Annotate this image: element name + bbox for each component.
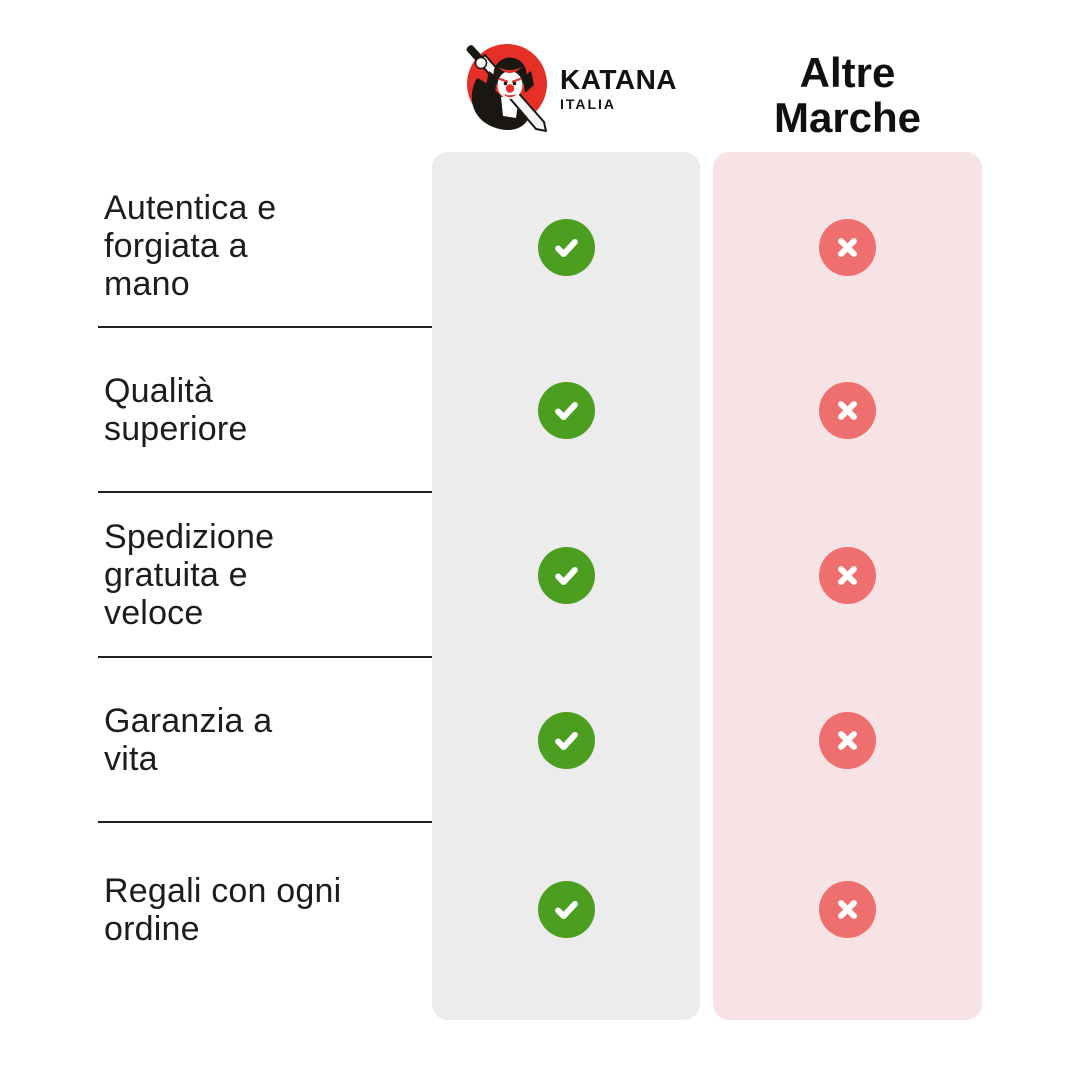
check-icon	[537, 712, 595, 769]
brand-value-cell	[432, 658, 700, 823]
competitor-value-cell	[713, 658, 982, 823]
brand-wordmark: KATANA ITALIA	[559, 63, 678, 112]
competitor-value-cell	[713, 328, 982, 493]
competitor-value-cell	[713, 152, 982, 328]
column-gap	[700, 658, 713, 823]
brand-value-cell	[432, 328, 700, 493]
feature-label: Garanzia a vita	[98, 658, 432, 823]
check-icon	[537, 218, 595, 276]
cross-icon	[819, 547, 876, 604]
feature-label: Regali con ogni ordine	[104, 871, 342, 948]
samurai-katana-logo-icon	[466, 44, 547, 132]
check-icon	[537, 382, 595, 439]
brand-subtitle: ITALIA	[559, 95, 617, 112]
brand-name: KATANA	[559, 63, 678, 95]
cross-icon	[819, 382, 876, 439]
cross-icon	[819, 881, 876, 938]
cross-icon	[819, 712, 876, 769]
comparison-grid: Autentica e forgiata a mano Qualità supe…	[98, 152, 982, 1020]
cross-icon	[819, 218, 876, 276]
brand-value-cell	[432, 493, 700, 658]
feature-label: Qualità superiore	[98, 328, 432, 493]
column-gap	[700, 152, 713, 328]
brand-value-cell	[432, 152, 700, 328]
check-icon	[537, 881, 595, 938]
check-icon	[537, 547, 595, 604]
feature-label: Autentica e forgiata a mano	[98, 152, 432, 328]
column-gap	[700, 328, 713, 493]
column-gap	[700, 823, 713, 1020]
feature-label: Spedizione gratuita e veloce	[98, 493, 432, 658]
competitor-header: Altre Marche	[773, 49, 922, 141]
competitor-value-cell	[713, 493, 982, 658]
brand-value-cell	[432, 823, 700, 1020]
competitor-value-cell	[713, 823, 982, 1020]
brand-header: KATANA ITALIA	[425, 28, 707, 148]
column-gap	[700, 493, 713, 658]
